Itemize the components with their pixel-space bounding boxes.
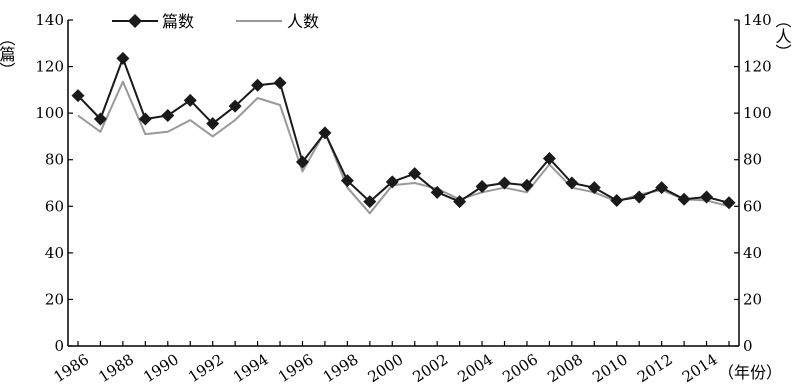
- left-tick-label: 140: [35, 11, 64, 29]
- data-point-articles: [138, 112, 152, 126]
- data-point-articles: [722, 196, 736, 210]
- x-tick-label: 1988: [95, 350, 137, 386]
- data-point-articles: [408, 167, 422, 181]
- left-tick-label: 40: [45, 244, 64, 262]
- right-tick-label: 40: [743, 244, 762, 262]
- data-point-articles: [542, 152, 556, 166]
- right-tick-label: 120: [743, 58, 772, 76]
- data-point-articles: [183, 93, 197, 107]
- right-tick-label: 0: [743, 337, 753, 355]
- x-tick-label: 2004: [454, 350, 496, 386]
- data-point-articles: [363, 195, 377, 209]
- series-line-articles: [77, 57, 730, 204]
- series-layer: [71, 51, 736, 215]
- data-point-articles: [520, 178, 534, 192]
- right-tick-label: 140: [743, 11, 772, 29]
- left-tick-label: 120: [35, 58, 64, 76]
- data-point-articles: [273, 76, 287, 90]
- data-point-articles: [632, 190, 646, 204]
- data-point-articles: [340, 174, 354, 188]
- x-tick-label: 2014: [679, 350, 721, 386]
- legend-label-people: 人数: [287, 12, 319, 31]
- x-tick-label: 2002: [410, 350, 452, 386]
- x-tick-label: 1986: [50, 350, 92, 386]
- x-tick-label: 2006: [499, 350, 541, 386]
- data-point-articles: [385, 175, 399, 189]
- data-point-articles: [453, 195, 467, 209]
- data-point-articles: [655, 181, 669, 195]
- data-point-articles: [677, 192, 691, 206]
- data-point-articles: [93, 112, 107, 126]
- data-point-articles: [251, 78, 265, 92]
- legend-label-articles: 篇数: [162, 12, 194, 31]
- legend-diamond-icon: [128, 14, 142, 28]
- x-tick-label: 2012: [634, 350, 676, 386]
- data-point-articles: [430, 185, 444, 199]
- data-point-articles: [161, 108, 175, 122]
- x-tick-label: 2008: [544, 350, 586, 386]
- x-tick-label: 1996: [275, 350, 317, 386]
- legend: 篇数 人数: [112, 12, 319, 31]
- right-tick-label: 80: [743, 151, 762, 169]
- legend-item-people: 人数: [236, 12, 319, 31]
- left-tick-label: 0: [54, 337, 64, 355]
- x-tick-label: 2000: [365, 350, 407, 386]
- x-tick-label: 1994: [230, 350, 272, 386]
- data-point-articles: [295, 155, 309, 169]
- data-point-articles: [318, 126, 332, 140]
- data-point-articles: [565, 176, 579, 190]
- left-tick-label: 60: [45, 197, 64, 215]
- left-y-ticks: 0 20 40 60 80 100 120 140: [35, 11, 73, 355]
- data-point-articles: [498, 176, 512, 190]
- x-tick-label: 1998: [320, 350, 362, 386]
- left-tick-label: 80: [45, 151, 64, 169]
- data-point-articles: [71, 89, 85, 103]
- legend-item-articles: 篇数: [112, 12, 194, 31]
- data-point-articles: [700, 190, 714, 204]
- right-tick-label: 60: [743, 197, 762, 215]
- data-point-articles: [228, 99, 242, 113]
- right-tick-label: 100: [743, 104, 772, 122]
- x-tick-label: 2010: [589, 350, 631, 386]
- left-axis-unit: （篇）: [0, 30, 16, 78]
- axes: [67, 20, 740, 347]
- right-y-ticks: 0 20 40 60 80 100 120 140: [734, 11, 772, 355]
- series-line-people: [77, 80, 730, 215]
- data-point-articles: [587, 181, 601, 195]
- left-tick-label: 20: [45, 290, 64, 308]
- x-tick-label: 1992: [185, 350, 227, 386]
- x-tick-label: 1990: [140, 350, 182, 386]
- data-point-articles: [475, 179, 489, 193]
- x-ticks: 1986 1988 1990 1992 1994 1996 1998 2000 2002 2004…: [50, 341, 730, 386]
- data-point-articles: [610, 193, 624, 207]
- left-tick-label: 100: [35, 104, 64, 122]
- data-point-articles: [116, 51, 130, 65]
- right-axis-unit: （人）: [773, 12, 792, 60]
- data-point-articles: [206, 117, 220, 131]
- right-tick-label: 20: [743, 290, 762, 308]
- x-axis-unit: （年份）: [718, 363, 782, 382]
